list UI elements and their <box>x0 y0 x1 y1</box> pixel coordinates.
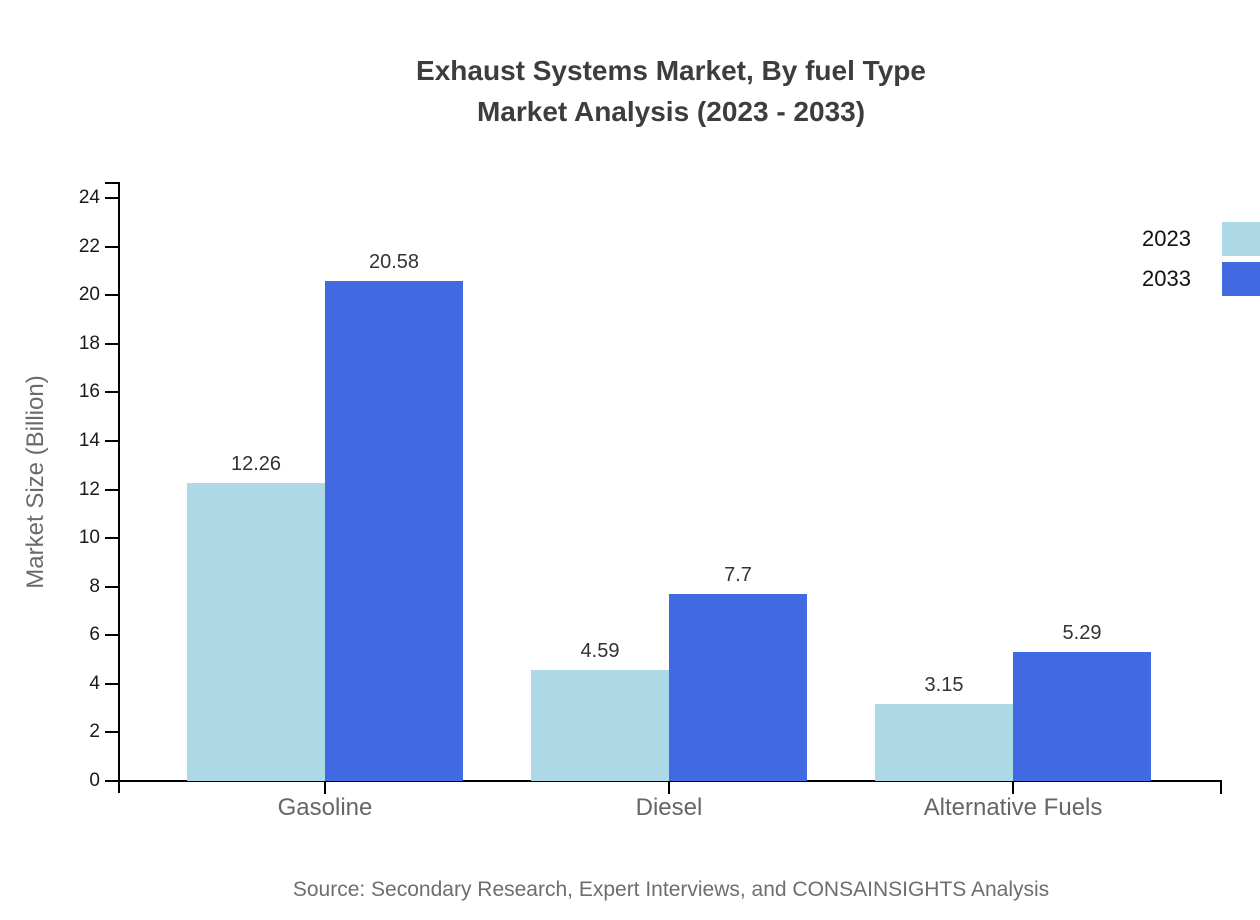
y-tick-label: 10 <box>78 527 100 549</box>
y-tick-mark <box>105 731 120 734</box>
y-axis-spine <box>118 182 120 793</box>
y-tick-mark <box>105 391 120 394</box>
y-tick-label: 2 <box>89 721 100 743</box>
bar-value-label: 5.29 <box>1062 622 1102 645</box>
chart-title: Exhaust Systems Market, By fuel Type Mar… <box>120 50 1222 132</box>
x-axis-line <box>105 780 1222 782</box>
y-tick-mark <box>105 439 120 442</box>
x-axis-label: Gasoline <box>277 794 373 821</box>
y-tick-label: 18 <box>78 332 100 354</box>
y-tick-label: 20 <box>78 284 100 306</box>
x-tick-mark <box>1012 781 1014 794</box>
y-tick-label: 22 <box>78 235 100 257</box>
legend-swatch-2033-icon <box>1222 262 1260 296</box>
y-tick-label: 4 <box>89 672 100 694</box>
y-tick-mark <box>105 634 120 637</box>
bar-value-label: 12.26 <box>230 453 282 476</box>
legend-item-2033: 2033 <box>1142 262 1260 296</box>
y-tick-label: 24 <box>78 187 100 208</box>
y-tick-mark <box>105 682 120 685</box>
y-tick-label: 14 <box>78 429 100 451</box>
bar-value-label: 7.7 <box>724 563 752 586</box>
y-axis-top-cap <box>105 182 120 184</box>
y-tick-label: 8 <box>89 575 100 597</box>
bar <box>669 593 807 781</box>
y-tick-mark <box>105 294 120 297</box>
y-tick-label: 12 <box>78 478 100 500</box>
bar-value-label: 20.58 <box>368 251 420 274</box>
y-tick-mark <box>105 245 120 248</box>
bar <box>875 704 1013 781</box>
y-tick-mark <box>105 197 120 199</box>
legend-label-2033: 2033 <box>1142 266 1191 291</box>
y-tick-mark <box>105 488 120 491</box>
source-note: Source: Secondary Research, Expert Inter… <box>292 878 1050 901</box>
x-axis-label: Alternative Fuels <box>923 794 1103 821</box>
y-tick-mark <box>105 780 120 782</box>
chart-title-line1: Exhaust Systems Market, By fuel Type <box>416 55 926 86</box>
bar-value-label: 3.15 <box>924 674 964 697</box>
y-tick-label: 16 <box>78 381 100 403</box>
legend-swatch-2023-icon <box>1222 222 1260 256</box>
legend-item-2023: 2023 <box>1142 222 1260 256</box>
y-tick-mark <box>105 537 120 540</box>
x-tick-mark <box>324 781 326 794</box>
bar-value-label: 4.59 <box>580 639 620 662</box>
bar <box>187 483 325 781</box>
y-tick-label: 6 <box>89 624 100 646</box>
bar <box>325 281 463 781</box>
bar <box>1013 652 1151 781</box>
x-tick-mark <box>668 781 670 794</box>
y-tick-mark <box>105 585 120 588</box>
legend: 2023 2033 <box>1142 222 1260 296</box>
legend-label-2023: 2023 <box>1142 226 1191 251</box>
y-tick-label: 0 <box>89 770 100 791</box>
bar <box>531 669 669 781</box>
x-axis-end-cap <box>1220 780 1222 794</box>
x-axis-label: Diesel <box>635 794 703 821</box>
y-tick-mark <box>105 342 120 345</box>
chart-title-line2: Market Analysis (2023 - 2033) <box>476 96 866 127</box>
